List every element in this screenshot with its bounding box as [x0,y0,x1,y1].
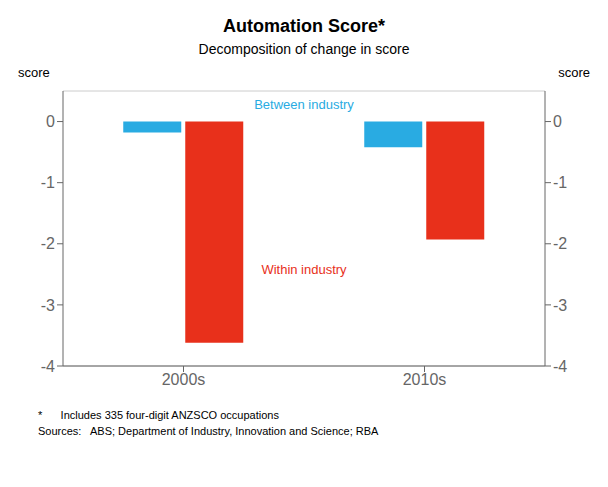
html-text:Within industry: Within industry [261,261,347,277]
svg-text:-2: -2 [41,235,55,252]
html-text:Automation Score*: Automation Score* [223,16,385,36]
html-text:Decomposition of change in sco: Decomposition of change in score [198,41,410,57]
html-text:score: score [18,65,50,80]
html-text:Between industry: Between industry [254,96,354,112]
svg-text:0: 0 [553,113,562,130]
svg-text:-4: -4 [41,358,55,375]
svg-text:-4: -4 [553,358,567,375]
svg-text:-3: -3 [553,297,567,314]
html-text:score: score [558,65,590,80]
svg-text:0: 0 [46,113,55,130]
svg-text:2010s: 2010s [403,371,447,388]
svg-text:-3: -3 [41,297,55,314]
svg-text:2000s: 2000s [162,371,206,388]
svg-text:-1: -1 [41,174,55,191]
html-text:* Includes 335 four-digit ANZS: * Includes 335 four-digit ANZSCO occupat… [38,409,279,421]
html-text:Sources: ABS; Department of In: Sources: ABS; Department of Industry, In… [38,425,379,437]
svg-text:-2: -2 [553,235,567,252]
svg-text:-1: -1 [553,174,567,191]
